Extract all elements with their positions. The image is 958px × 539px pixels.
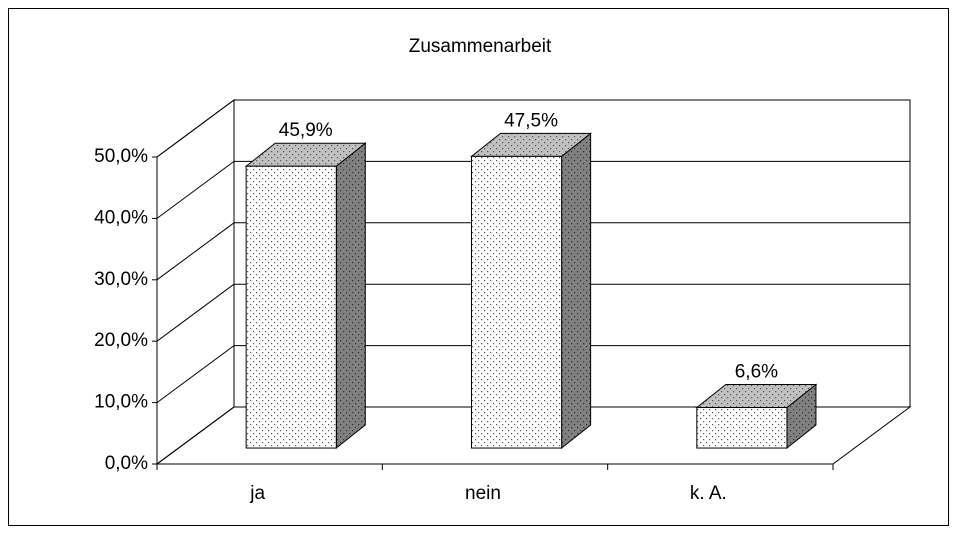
x-tick-label: ja [249,483,265,504]
grid-line [156,99,235,158]
grid-line [156,222,235,281]
bar [696,407,788,449]
bar-side [561,132,592,450]
grid-line [156,345,235,404]
x-tick-label: nein [465,483,501,504]
bar [470,155,563,449]
data-label: 6,6% [735,362,778,383]
chart-title: Zusammenarbeit [409,36,552,57]
y-tick-label: 30,0% [94,269,148,290]
grid-line [156,160,235,219]
grid-line [156,406,235,465]
data-label: 45,9% [279,120,333,141]
y-tick-label: 40,0% [94,207,148,228]
bar [245,165,337,449]
y-tick-label: 20,0% [94,330,148,351]
y-tick-label: 10,0% [94,392,148,413]
grid-line [156,283,235,342]
bar-side [335,142,366,450]
x-tick-label: k. A. [690,483,727,504]
y-tick-label: 50,0% [94,146,148,167]
y-tick-label: 0,0% [105,453,148,474]
data-label: 47,5% [504,110,558,131]
